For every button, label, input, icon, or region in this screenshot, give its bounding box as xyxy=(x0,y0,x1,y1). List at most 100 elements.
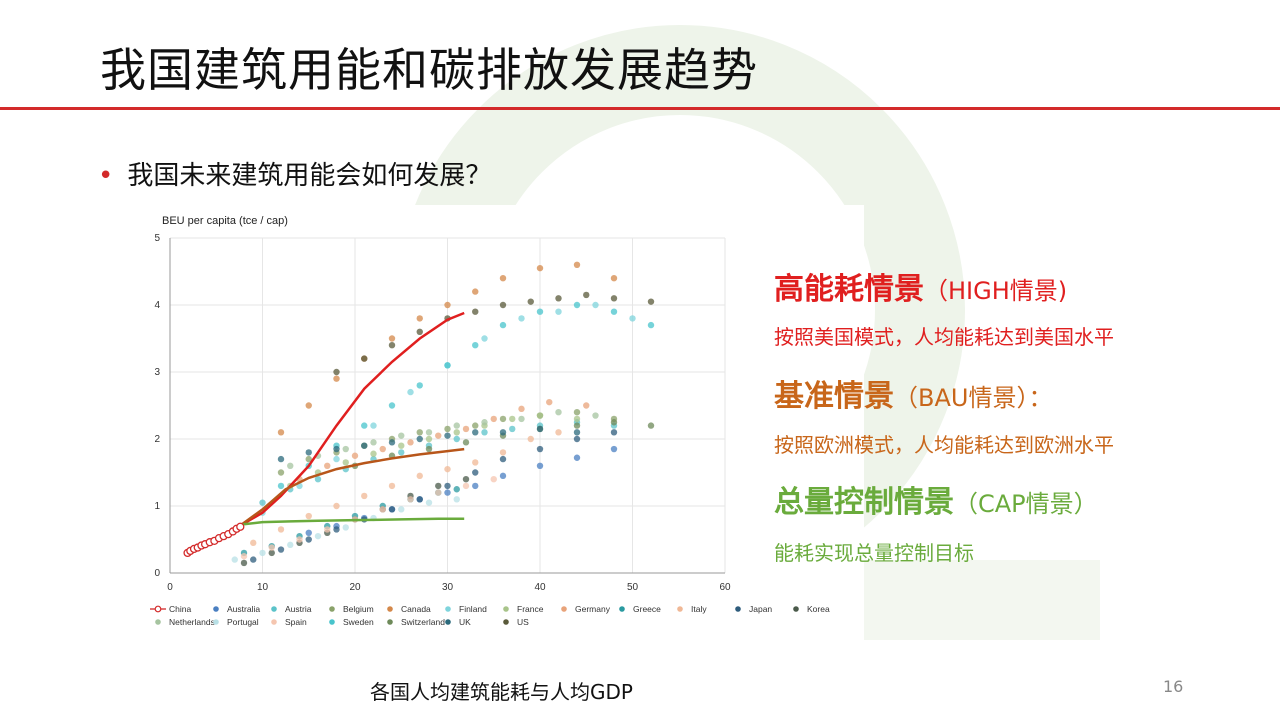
legend-label-australia: Australia xyxy=(227,604,260,614)
scatter-point-australia xyxy=(536,462,544,469)
x-tick-label: 40 xyxy=(534,582,546,593)
scatter-point-canada xyxy=(333,375,340,382)
legend-label-spain: Spain xyxy=(285,617,307,627)
scatter-point-portugal xyxy=(259,549,266,557)
scatter-point-sweden xyxy=(277,482,285,490)
scatter-point-belgium xyxy=(277,469,285,476)
scatter-point-italy xyxy=(555,429,562,436)
x-tick-label: 60 xyxy=(719,582,731,593)
scatter-point-sweden xyxy=(416,382,423,389)
scatter-point-us xyxy=(610,295,618,302)
scatter-point-japan xyxy=(610,429,618,436)
scatter-point-finland xyxy=(592,301,599,309)
scatter-point-italy xyxy=(527,435,534,443)
scatter-point-netherlands xyxy=(592,412,599,419)
y-tick-label: 2 xyxy=(154,434,160,445)
scatter-point-belgium xyxy=(444,425,451,433)
x-tick-label: 0 xyxy=(167,582,173,593)
scatter-point-france xyxy=(398,442,405,449)
legend-marker-greece xyxy=(619,606,625,612)
scatter-point-spain xyxy=(268,544,275,551)
x-tick-label: 10 xyxy=(257,582,269,593)
legend-marker-france xyxy=(503,606,509,612)
projection-line-high xyxy=(238,311,465,528)
title-divider xyxy=(0,107,1280,110)
scenario-bau-heading: 基准情景（BAU情景）： xyxy=(774,371,1052,415)
legend-label-us: US xyxy=(517,617,529,627)
scatter-point-spain xyxy=(240,553,248,560)
scatter-point-uk xyxy=(444,432,451,439)
scatter-point-netherlands xyxy=(555,409,562,416)
scatter-point-us xyxy=(416,328,423,335)
scatter-point-sweden xyxy=(536,308,544,315)
scatter-point-japan xyxy=(536,445,544,453)
y-tick-label: 4 xyxy=(154,300,160,311)
scatter-point-japan xyxy=(388,506,396,513)
scatter-point-spain xyxy=(407,496,414,503)
scatter-point-japan xyxy=(333,526,340,533)
scatter-point-australia xyxy=(573,454,581,461)
legend-label-sweden: Sweden xyxy=(343,617,374,627)
scatter-point-canada xyxy=(573,261,581,268)
scatter-point-germany xyxy=(583,402,590,409)
scatter-point-australia xyxy=(444,489,451,496)
legend-marker-japan xyxy=(735,606,741,612)
scatter-point-germany xyxy=(546,398,553,406)
scatter-point-us xyxy=(647,298,655,305)
scatter-point-canada xyxy=(499,275,507,282)
scatter-point-france xyxy=(370,450,377,457)
scatter-point-austria xyxy=(509,425,516,433)
y-tick-label: 5 xyxy=(154,233,160,244)
scatter-point-switzerland xyxy=(425,445,433,453)
legend-marker-spain xyxy=(271,619,277,625)
scatter-point-canada xyxy=(610,275,618,282)
scatter-point-uk xyxy=(573,429,581,436)
scatter-point-us xyxy=(361,355,368,362)
scatter-point-portugal xyxy=(453,496,460,503)
legend-label-belgium: Belgium xyxy=(343,604,374,614)
scatter-point-italy xyxy=(416,472,423,480)
scatter-point-canada xyxy=(472,288,479,295)
scatter-point-sweden xyxy=(388,402,396,409)
scatter-point-japan xyxy=(250,556,257,563)
scatter-point-sweden xyxy=(647,321,655,329)
x-tick-label: 50 xyxy=(627,582,639,593)
legend-marker-portugal xyxy=(213,619,219,625)
legend-label-italy: Italy xyxy=(691,604,707,614)
scatter-point-australia xyxy=(305,529,312,536)
scatter-point-italy xyxy=(333,502,340,510)
legend-label-portugal: Portugal xyxy=(227,617,259,627)
scatter-point-netherlands xyxy=(425,429,433,436)
legend-label-netherlands: Netherlands xyxy=(169,617,215,627)
legend-marker-china-point xyxy=(154,605,162,613)
legend-marker-austria xyxy=(271,606,277,612)
scatter-point-switzerland xyxy=(462,439,470,446)
legend-label-china: China xyxy=(169,604,191,614)
y-tick-label: 0 xyxy=(154,568,160,579)
y-axis-label: BEU per capita (tce / cap) xyxy=(162,215,288,227)
scatter-point-belgium xyxy=(305,455,312,463)
scatter-point-germany xyxy=(518,405,525,413)
scatter-point-finland xyxy=(629,315,636,322)
scatter-point-us xyxy=(499,301,507,309)
scatter-point-uk xyxy=(388,439,396,446)
scatter-point-spain xyxy=(379,506,386,513)
scenario-bau-suffix: （BAU情景）： xyxy=(894,384,1053,412)
scatter-point-finland xyxy=(518,315,525,322)
scatter-point-uk xyxy=(305,449,312,456)
scatter-point-switzerland xyxy=(573,422,581,429)
scatter-point-austria xyxy=(259,499,266,506)
scatter-point-switzerland xyxy=(610,419,618,426)
bullet-dot-icon: • xyxy=(98,161,114,191)
bullet-text: 我国未来建筑用能会如何发展？ xyxy=(127,161,492,191)
scatter-point-austria xyxy=(398,449,405,456)
scatter-point-germany xyxy=(351,452,359,459)
scatter-point-finland xyxy=(407,388,414,396)
scatter-point-finland xyxy=(370,422,377,429)
scatter-point-italy xyxy=(499,449,507,456)
scenario-cap-desc: 能耗实现总量控制目标 xyxy=(774,541,974,565)
scatter-point-spain xyxy=(324,526,331,533)
scatter-point-canada xyxy=(416,315,423,322)
scatter-point-portugal xyxy=(231,556,238,563)
scatter-point-sweden xyxy=(472,342,479,349)
